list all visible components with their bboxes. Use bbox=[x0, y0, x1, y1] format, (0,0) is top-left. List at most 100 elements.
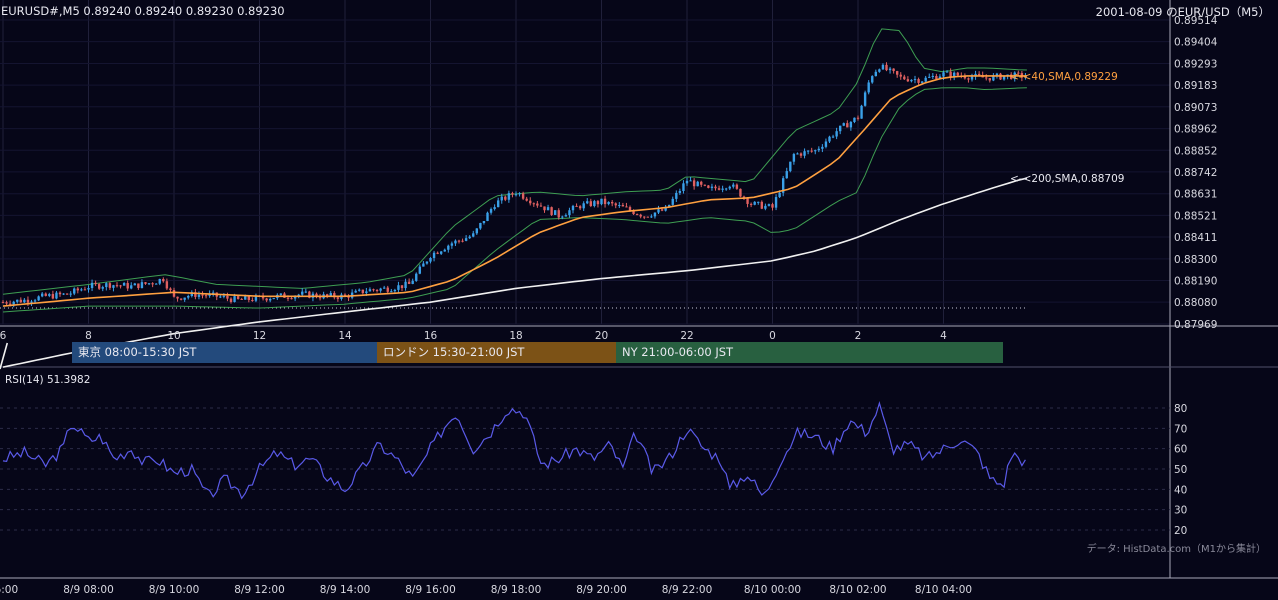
candle-up bbox=[721, 188, 724, 190]
candle-down bbox=[461, 240, 464, 242]
candle-up bbox=[187, 296, 190, 298]
candle-up bbox=[952, 72, 956, 78]
candle-down bbox=[935, 75, 938, 80]
price-x-tick-label: 16 bbox=[424, 330, 438, 342]
candle-up bbox=[586, 201, 589, 204]
price-x-tick-label: 12 bbox=[253, 330, 266, 342]
rsi-x-tick-label: 8/9 20:00 bbox=[576, 584, 627, 596]
session-ny: NY 21:00-06:00 JST bbox=[616, 342, 1003, 363]
candle-down bbox=[700, 181, 703, 185]
candle-up bbox=[582, 203, 585, 209]
candle-up bbox=[447, 245, 450, 250]
candle-up bbox=[190, 292, 194, 297]
candle-up bbox=[158, 279, 161, 284]
candle-up bbox=[382, 287, 386, 289]
candle-up bbox=[489, 209, 493, 213]
candle-up bbox=[69, 293, 72, 295]
candle-down bbox=[226, 295, 229, 299]
candle-down bbox=[1, 302, 5, 304]
candle-up bbox=[432, 252, 436, 258]
candle-up bbox=[546, 207, 550, 211]
candle-up bbox=[600, 198, 603, 205]
sma200-line bbox=[2, 177, 1028, 368]
candle-down bbox=[610, 201, 614, 204]
candle-down bbox=[165, 281, 169, 289]
price-y-tick-label: 0.89183 bbox=[1174, 80, 1217, 92]
candle-down bbox=[44, 293, 47, 296]
candle-up bbox=[710, 186, 714, 188]
candle-up bbox=[33, 300, 37, 302]
candle-up bbox=[415, 273, 418, 281]
candle-down bbox=[746, 197, 749, 204]
candle-down bbox=[717, 188, 721, 190]
rsi-x-tick-label: 06:00 bbox=[0, 584, 18, 596]
candle-down bbox=[19, 299, 23, 303]
candle-up bbox=[73, 288, 76, 294]
candle-down bbox=[333, 293, 336, 298]
candle-up bbox=[140, 282, 144, 288]
candle-up bbox=[1002, 76, 1006, 80]
candle-up bbox=[279, 293, 283, 295]
candle-down bbox=[906, 79, 910, 82]
candle-up bbox=[696, 181, 699, 187]
candle-down bbox=[407, 281, 411, 284]
candle-down bbox=[917, 79, 920, 83]
candle-up bbox=[664, 206, 667, 211]
candle-up bbox=[268, 298, 272, 301]
candle-down bbox=[639, 214, 642, 217]
price-y-tick-label: 0.89404 bbox=[1174, 37, 1218, 49]
price-y-tick-label: 0.88742 bbox=[1174, 167, 1217, 179]
candle-down bbox=[201, 294, 204, 296]
candle-down bbox=[735, 184, 739, 189]
candle-up bbox=[942, 72, 945, 77]
candle-up bbox=[814, 150, 817, 152]
candle-up bbox=[757, 201, 760, 203]
candle-up bbox=[358, 289, 361, 291]
candle-up bbox=[564, 215, 568, 217]
candle-up bbox=[803, 151, 806, 156]
price-x-tick-label: 14 bbox=[338, 330, 352, 342]
moving-averages bbox=[0, 75, 1028, 370]
candle-down bbox=[771, 204, 774, 208]
candle-up bbox=[675, 192, 678, 199]
candle-down bbox=[325, 294, 329, 296]
rsi-x-tick-label: 8/9 12:00 bbox=[234, 584, 285, 596]
sma200-overflow-segment bbox=[0, 342, 9, 370]
candle-down bbox=[692, 180, 696, 187]
candle-up bbox=[728, 186, 731, 189]
candle-down bbox=[265, 298, 268, 301]
symbol-info: EURUSD#,M5 0.89240 0.89240 0.89230 0.892… bbox=[1, 4, 285, 18]
candle-down bbox=[521, 193, 525, 199]
candle-up bbox=[817, 148, 821, 151]
candle-up bbox=[938, 76, 942, 80]
candle-down bbox=[97, 284, 101, 289]
candle-down bbox=[899, 74, 902, 77]
candle-up bbox=[568, 210, 571, 216]
rsi-label: RSI(14) 51.3982 bbox=[5, 374, 91, 386]
candle-down bbox=[799, 153, 803, 156]
candle-up bbox=[671, 198, 674, 205]
candle-down bbox=[856, 117, 860, 119]
candle-down bbox=[589, 201, 593, 207]
candle-down bbox=[963, 76, 967, 79]
candle-up bbox=[507, 193, 511, 200]
candle-down bbox=[892, 68, 895, 72]
candle-up bbox=[667, 204, 671, 207]
price-x-tick-label: 10 bbox=[167, 330, 180, 342]
candle-up bbox=[778, 192, 781, 198]
candle-up bbox=[767, 204, 771, 206]
candle-up bbox=[197, 294, 201, 297]
bollinger-bands bbox=[2, 28, 1027, 313]
candle-up bbox=[860, 105, 863, 119]
candle-down bbox=[742, 196, 746, 198]
rsi-y-tick-label: 30 bbox=[1174, 505, 1187, 517]
candle-up bbox=[23, 299, 26, 303]
candle-down bbox=[529, 200, 532, 204]
candle-down bbox=[596, 201, 600, 205]
candle-down bbox=[315, 293, 318, 298]
candle-down bbox=[457, 240, 461, 242]
candle-up bbox=[254, 295, 258, 301]
candle-up bbox=[133, 283, 137, 286]
candle-down bbox=[137, 283, 140, 288]
candle-up bbox=[443, 249, 446, 252]
